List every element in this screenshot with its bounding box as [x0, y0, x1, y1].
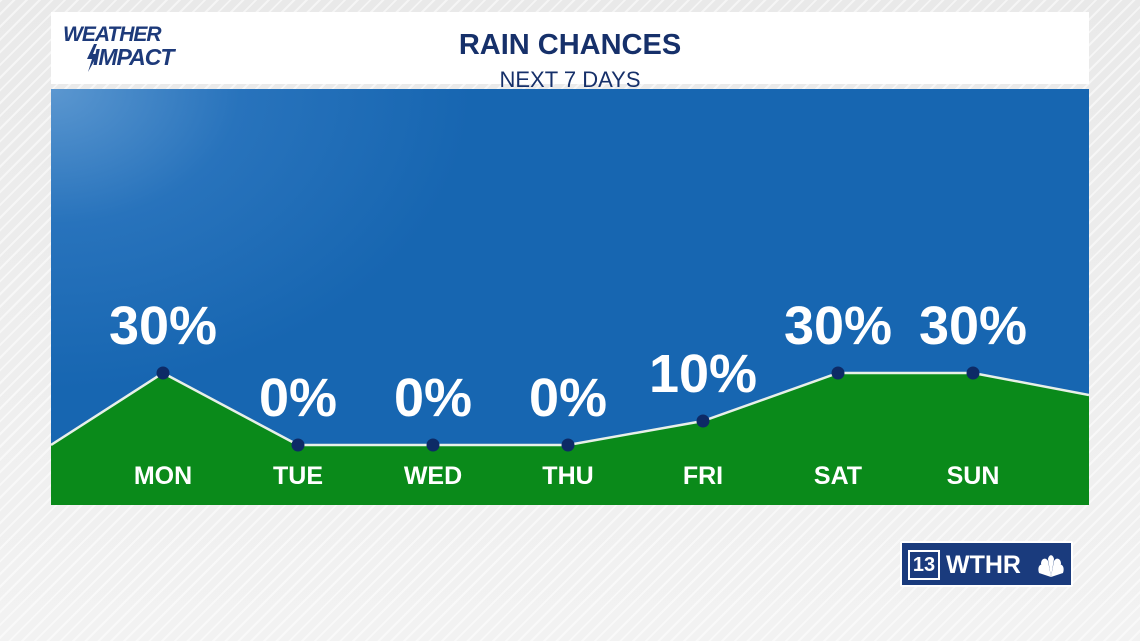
weather-impact-logo: WEATHER IMPACT	[63, 24, 213, 74]
header-bar: WEATHER IMPACT RAIN CHANCES NEXT 7 DAYS	[51, 12, 1089, 92]
chart-panel: 30% MON 0% TUE 0% WED 0% THU 10% FRI 30% SAT 30% SUN	[51, 89, 1089, 505]
day-label-thu: THU	[542, 462, 593, 490]
chart-subtitle: NEXT 7 DAYS	[499, 67, 641, 92]
value-label-wed: 0%	[394, 368, 472, 428]
day-label-wed: WED	[404, 462, 462, 490]
channel-number: 13	[908, 550, 940, 580]
data-point-mon	[156, 366, 170, 380]
value-label-sun: 30%	[919, 296, 1027, 356]
logo-line-impact: IMPACT	[93, 44, 174, 70]
day-label-sat: SAT	[814, 462, 862, 490]
wthr-brand-badge: 13 WTHR	[900, 541, 1073, 587]
lightning-bolt-icon	[87, 44, 98, 72]
rain-chance-chart: 30% MON 0% TUE 0% WED 0% THU 10% FRI 30% SAT 30% SUN	[51, 296, 1089, 505]
station-name: WTHR	[946, 551, 1021, 579]
data-point-wed	[426, 438, 440, 452]
logo-line-weather: WEATHER	[63, 23, 162, 46]
day-label-sun: SUN	[947, 462, 1000, 490]
value-label-tue: 0%	[259, 368, 337, 428]
rain-area-fill	[51, 373, 1089, 505]
data-point-fri	[696, 414, 710, 428]
data-point-thu	[561, 438, 575, 452]
data-point-sun	[966, 366, 980, 380]
day-label-fri: FRI	[683, 462, 723, 490]
data-point-tue	[291, 438, 305, 452]
chart-title: RAIN CHANCES	[458, 29, 682, 61]
value-label-sat: 30%	[784, 296, 892, 356]
day-label-tue: TUE	[273, 462, 323, 490]
value-label-thu: 0%	[529, 368, 607, 428]
peacock-icon	[1038, 555, 1064, 577]
value-label-fri: 10%	[649, 344, 757, 404]
day-label-mon: MON	[134, 462, 192, 490]
data-point-sat	[831, 366, 845, 380]
value-label-mon: 30%	[109, 296, 217, 356]
